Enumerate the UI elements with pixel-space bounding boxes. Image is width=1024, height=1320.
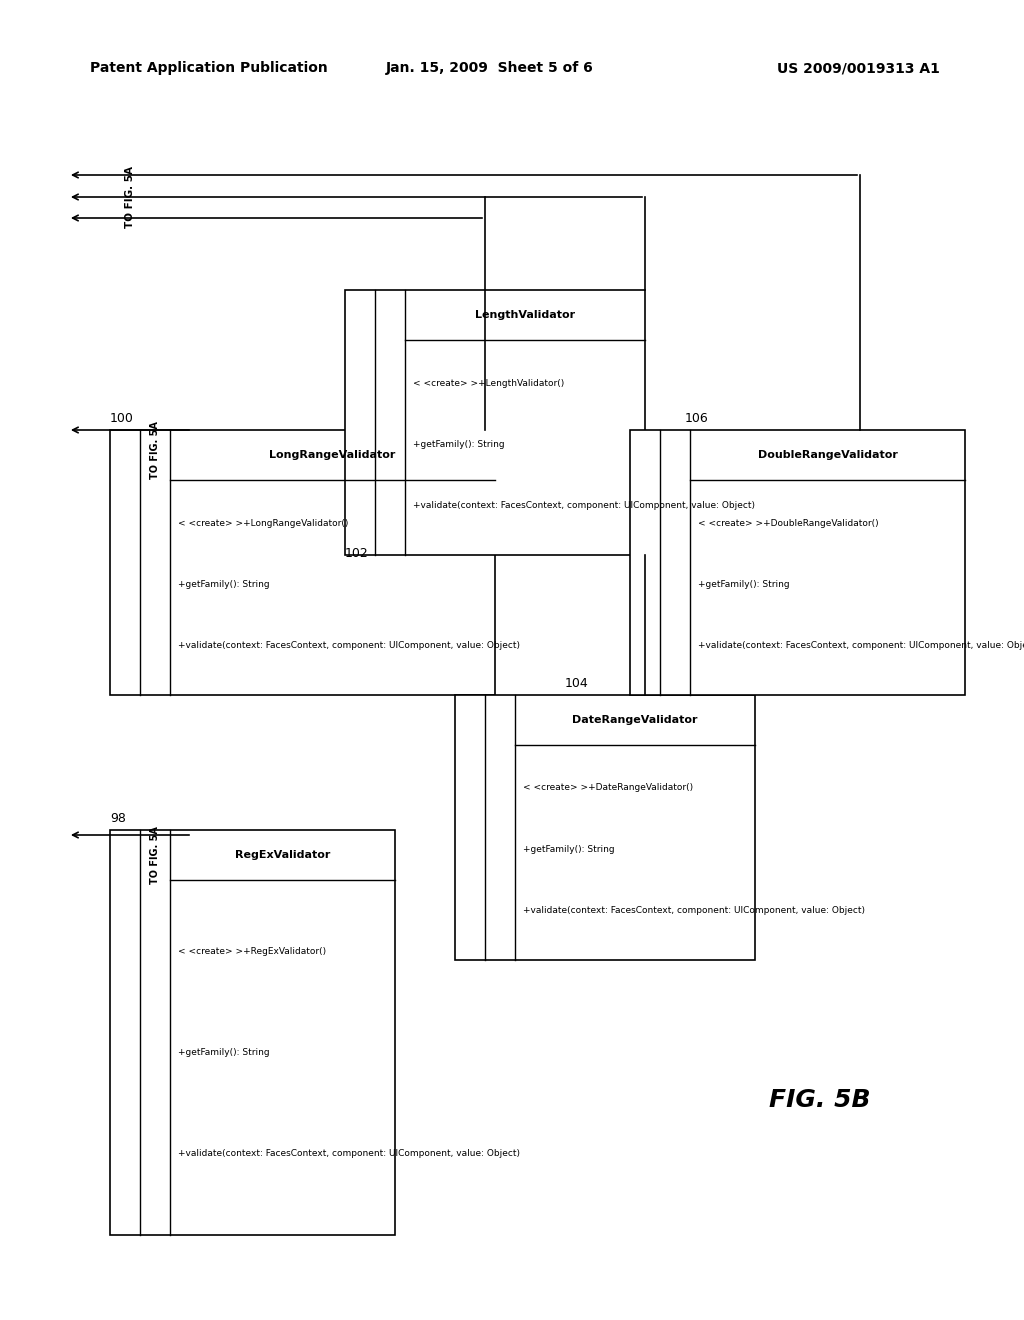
- Text: +getFamily(): String: +getFamily(): String: [698, 579, 790, 589]
- Text: < <create> >+LongRangeValidator(): < <create> >+LongRangeValidator(): [178, 519, 348, 528]
- Text: FIG. 5B: FIG. 5B: [769, 1088, 870, 1111]
- Text: Patent Application Publication: Patent Application Publication: [90, 61, 328, 75]
- Text: Jan. 15, 2009  Sheet 5 of 6: Jan. 15, 2009 Sheet 5 of 6: [386, 61, 594, 75]
- Text: TO FIG. 5A: TO FIG. 5A: [150, 421, 160, 479]
- Text: +validate(context: FacesContext, component: UIComponent, value: Object): +validate(context: FacesContext, compone…: [178, 642, 520, 651]
- Bar: [110, 430, 495, 696]
- Bar: [630, 430, 965, 696]
- Text: +validate(context: FacesContext, component: UIComponent, value: Object): +validate(context: FacesContext, compone…: [178, 1150, 520, 1159]
- Text: DoubleRangeValidator: DoubleRangeValidator: [758, 450, 897, 459]
- Text: LongRangeValidator: LongRangeValidator: [269, 450, 395, 459]
- Bar: [455, 696, 755, 960]
- Text: +getFamily(): String: +getFamily(): String: [523, 845, 614, 854]
- Text: 98: 98: [110, 812, 126, 825]
- Text: +validate(context: FacesContext, component: UIComponent, value: Object): +validate(context: FacesContext, compone…: [698, 642, 1024, 651]
- Text: 102: 102: [345, 546, 369, 560]
- Bar: [110, 830, 395, 1236]
- Text: +validate(context: FacesContext, component: UIComponent, value: Object): +validate(context: FacesContext, compone…: [523, 907, 865, 915]
- Text: +getFamily(): String: +getFamily(): String: [178, 1048, 269, 1057]
- Bar: [345, 290, 645, 554]
- Text: +getFamily(): String: +getFamily(): String: [178, 579, 269, 589]
- Text: < <create> >+DateRangeValidator(): < <create> >+DateRangeValidator(): [523, 784, 693, 792]
- Text: 100: 100: [110, 412, 134, 425]
- Text: +validate(context: FacesContext, component: UIComponent, value: Object): +validate(context: FacesContext, compone…: [413, 502, 755, 511]
- Text: < <create> >+RegExValidator(): < <create> >+RegExValidator(): [178, 946, 326, 956]
- Text: US 2009/0019313 A1: US 2009/0019313 A1: [777, 61, 940, 75]
- Text: TO FIG. 5A: TO FIG. 5A: [125, 166, 135, 228]
- Text: 104: 104: [565, 677, 589, 690]
- Text: < <create> >+DoubleRangeValidator(): < <create> >+DoubleRangeValidator(): [698, 519, 879, 528]
- Text: LengthValidator: LengthValidator: [475, 310, 575, 319]
- Text: RegExValidator: RegExValidator: [234, 850, 330, 861]
- Text: < <create> >+LengthValidator(): < <create> >+LengthValidator(): [413, 379, 564, 388]
- Text: 106: 106: [685, 412, 709, 425]
- Text: TO FIG. 5A: TO FIG. 5A: [150, 826, 160, 884]
- Text: +getFamily(): String: +getFamily(): String: [413, 440, 505, 449]
- Text: DateRangeValidator: DateRangeValidator: [572, 715, 697, 725]
